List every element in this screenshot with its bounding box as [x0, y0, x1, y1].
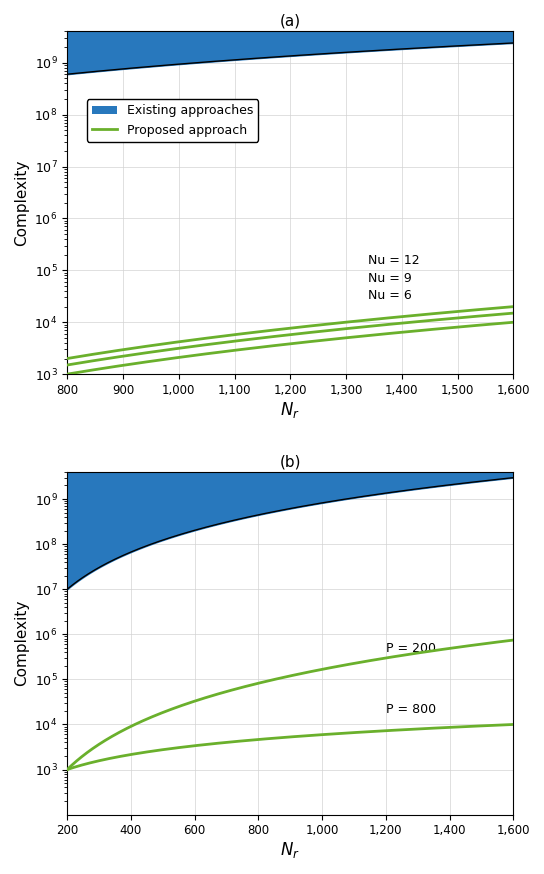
- Y-axis label: Complexity: Complexity: [14, 600, 29, 686]
- Text: Nu = 12: Nu = 12: [368, 254, 420, 267]
- Text: P = 800: P = 800: [386, 703, 436, 716]
- Title: (b): (b): [280, 454, 301, 469]
- X-axis label: $N_r$: $N_r$: [280, 840, 300, 860]
- Legend: Existing approaches, Proposed approach: Existing approaches, Proposed approach: [87, 100, 258, 142]
- Y-axis label: Complexity: Complexity: [14, 160, 29, 246]
- Text: Nu = 9: Nu = 9: [368, 272, 412, 285]
- Text: P = 200: P = 200: [386, 642, 436, 656]
- Title: (a): (a): [280, 14, 301, 29]
- X-axis label: $N_r$: $N_r$: [280, 399, 300, 420]
- Text: Nu = 6: Nu = 6: [368, 289, 412, 302]
